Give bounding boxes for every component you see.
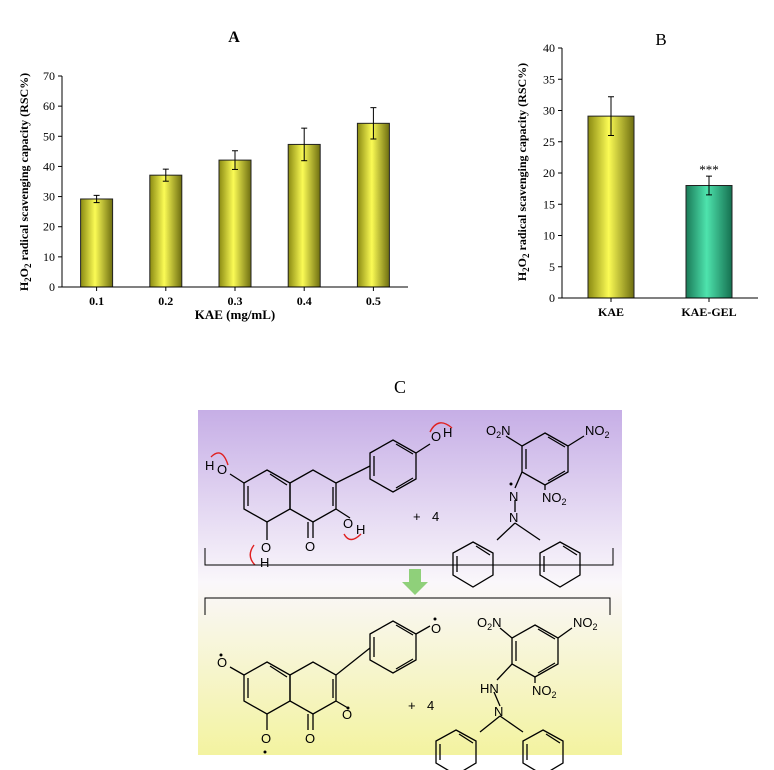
coefficient-bottom: 4 xyxy=(427,698,434,713)
atom-hn: HN xyxy=(480,681,499,696)
bar xyxy=(149,174,183,288)
atom-o-4p: O xyxy=(431,429,441,444)
dpph-phenyl-right xyxy=(539,541,581,588)
y-tick-label: 10 xyxy=(43,250,55,264)
coefficient-top: 4 xyxy=(432,509,439,524)
significance-label: *** xyxy=(699,162,719,177)
y-tick-label: 70 xyxy=(43,69,55,83)
bar xyxy=(80,198,114,288)
dpph-h-phenyl-right xyxy=(522,729,564,770)
atom-o-3: O xyxy=(343,516,353,531)
chart-a-bars xyxy=(80,107,390,288)
scheme-panel-label: C xyxy=(394,377,406,397)
atom-h-5: H xyxy=(260,555,269,570)
reactants xyxy=(229,432,585,588)
x-tick-label: 0.4 xyxy=(297,294,312,308)
no2-top-bottom: NO2 xyxy=(542,490,567,507)
y-tick-label: 20 xyxy=(43,220,55,234)
y-tick-label: 50 xyxy=(43,129,55,143)
bracket-top xyxy=(204,548,614,566)
bar xyxy=(287,143,321,288)
atom-o-5: O xyxy=(261,540,271,555)
kaempferol-radical-ring-b xyxy=(369,620,417,674)
y-tick-label: 25 xyxy=(543,135,555,149)
atom-o-3-radical: O xyxy=(342,707,352,722)
y-tick-label: 60 xyxy=(43,99,55,113)
no2-top-left: O2N xyxy=(486,423,511,440)
chart-a-x-axis: 0.1 0.2 0.3 0.4 0.5 xyxy=(89,287,381,308)
atom-o-4: O xyxy=(305,539,315,554)
x-tick-label: KAE xyxy=(598,305,624,319)
x-tick-label: 0.5 xyxy=(366,294,381,308)
chart-a-y-axis: 0 10 20 30 40 50 60 70 xyxy=(43,69,62,294)
x-tick-label: 0.3 xyxy=(228,294,243,308)
plus-bottom: + xyxy=(408,698,416,713)
chart-a-y-axis-label: H2O2 radical scavenging capacity (RSC%) xyxy=(17,73,33,291)
chart-a: A 0 10 20 30 40 50 60 70 0.1 0.2 0.3 0.4 0.5 KAE (m… xyxy=(17,29,408,322)
atom-n-amine-bottom: N xyxy=(494,704,503,719)
dpph-phenyl-left xyxy=(452,541,494,588)
y-tick-label: 5 xyxy=(549,260,555,274)
electron-arrows xyxy=(210,422,453,566)
chart-a-panel-label: A xyxy=(228,29,240,46)
reaction-scheme: C xyxy=(198,377,622,770)
atom-o-7-radical: O xyxy=(217,655,227,670)
atom-h-3: H xyxy=(356,522,365,537)
chart-b: B 0 5 10 15 20 25 30 35 40 *** KAE KAE-GEL H2O2 r… xyxy=(515,30,758,319)
no2-bottom-right: NO2 xyxy=(573,615,598,632)
dpph-h-phenyl-left xyxy=(435,729,477,770)
atom-h-4p: H xyxy=(443,425,452,440)
y-tick-label: 20 xyxy=(543,166,555,180)
x-tick-label: 0.1 xyxy=(89,294,104,308)
atom-n-radical: N xyxy=(509,489,518,504)
radical-dots-top xyxy=(509,482,513,486)
atom-o-4-radical: O xyxy=(305,731,315,746)
y-tick-label: 30 xyxy=(43,190,55,204)
reactant-labels: O H H O O H O O H + 4 O2N NO2 NO2 N N xyxy=(205,423,610,570)
y-tick-label: 40 xyxy=(43,159,55,173)
chart-b-panel-label: B xyxy=(655,30,666,49)
chart-b-x-axis: KAE KAE-GEL xyxy=(598,298,737,319)
x-tick-label: KAE-GEL xyxy=(681,305,736,319)
bar xyxy=(685,185,733,299)
plus-top: + xyxy=(413,509,421,524)
x-tick-label: 0.2 xyxy=(158,294,173,308)
no2-bottom-left: O2N xyxy=(477,615,502,632)
y-tick-label: 35 xyxy=(543,72,555,86)
bar xyxy=(218,159,252,288)
atom-n-amine-top: N xyxy=(509,510,518,525)
chart-b-y-axis-label: H2O2 radical scavenging capacity (RSC%) xyxy=(515,63,531,281)
bracket-bottom xyxy=(204,597,611,615)
atom-o-4p-radical: O xyxy=(431,621,441,636)
chart-b-y-axis: 0 5 10 15 20 25 30 35 40 xyxy=(543,41,562,305)
chart-b-bars: *** xyxy=(587,96,733,299)
y-tick-label: 40 xyxy=(543,41,555,55)
y-tick-label: 30 xyxy=(543,104,555,118)
y-tick-label: 10 xyxy=(543,229,555,243)
product-labels: O O O O O + 4 O2N NO2 NO2 HN N xyxy=(217,615,598,746)
bar xyxy=(356,122,390,288)
atom-h-7: H xyxy=(205,458,214,473)
kaempferol-ring-b xyxy=(369,439,417,493)
chart-a-x-axis-label: KAE (mg/mL) xyxy=(195,307,276,322)
atom-o-5-radical: O xyxy=(261,731,271,746)
products xyxy=(229,620,573,770)
reaction-arrow xyxy=(402,569,428,595)
bar xyxy=(587,115,635,299)
atom-o-7: O xyxy=(217,462,227,477)
y-tick-label: 0 xyxy=(49,280,55,294)
y-tick-label: 15 xyxy=(543,197,555,211)
radical-dots-bottom xyxy=(219,617,437,754)
no2-top-right: NO2 xyxy=(585,423,610,440)
y-tick-label: 0 xyxy=(549,291,555,305)
no2-bottom-bottom: NO2 xyxy=(532,683,557,700)
